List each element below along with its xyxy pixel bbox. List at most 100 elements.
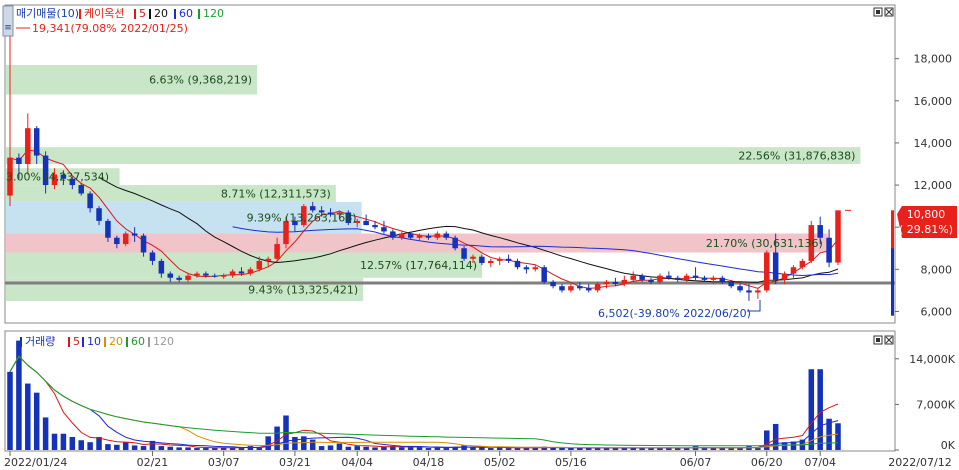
candle-body bbox=[461, 248, 467, 259]
candle-body bbox=[105, 220, 111, 238]
volume-bar bbox=[568, 448, 574, 450]
candle-body bbox=[416, 235, 423, 238]
date-tick-label: 05/16 bbox=[555, 456, 587, 469]
candle-body bbox=[612, 281, 619, 285]
candle-body bbox=[514, 260, 521, 268]
candle-body bbox=[16, 157, 22, 164]
volume-legend: 거래량 5 10 20 60 120 bbox=[20, 335, 174, 348]
volume-title: 거래량 bbox=[25, 335, 55, 348]
volume-profile bbox=[6, 64, 861, 301]
volume-bar bbox=[630, 447, 636, 450]
volume-bar bbox=[292, 436, 298, 450]
candle-body bbox=[737, 286, 743, 291]
candle-body bbox=[496, 258, 503, 261]
candle-body bbox=[523, 267, 530, 270]
candle-body bbox=[746, 290, 752, 293]
low-leader bbox=[747, 300, 761, 312]
volume-bar bbox=[416, 446, 423, 450]
chart-settings-icon[interactable] bbox=[2, 5, 14, 37]
vol-ma5-legend: 5 bbox=[73, 335, 80, 348]
volume-bar bbox=[247, 446, 254, 450]
volume-bar bbox=[407, 447, 414, 450]
moving-averages bbox=[9, 149, 839, 289]
low-label: 6,502(-39.80% 2022/06/20) bbox=[598, 307, 751, 320]
candle-body bbox=[470, 256, 476, 259]
candle-body bbox=[33, 128, 40, 156]
volume-bar bbox=[345, 446, 352, 450]
ma20-legend: 20 bbox=[154, 7, 168, 20]
volume-bar bbox=[301, 436, 307, 450]
volume-bar bbox=[728, 448, 734, 450]
volume-profile-label: 12.57% (17,764,114) bbox=[360, 259, 477, 272]
vol-ma120-swatch bbox=[148, 337, 150, 347]
candle-body bbox=[425, 235, 432, 238]
date-tick-label: 07/04 bbox=[804, 456, 836, 469]
volume-profile-band bbox=[6, 64, 258, 95]
volume-bar bbox=[363, 446, 369, 450]
candle-body bbox=[755, 290, 761, 293]
volume-bar bbox=[496, 447, 503, 450]
volume-profile-label: 8.71% (12,311,573) bbox=[221, 187, 331, 200]
volume-bar bbox=[25, 383, 31, 450]
candle-body bbox=[114, 237, 120, 245]
candles bbox=[7, 30, 894, 316]
date-tick-label: 03/07 bbox=[208, 456, 240, 469]
candle-body bbox=[167, 273, 174, 278]
candle-body bbox=[790, 267, 797, 274]
candle-body bbox=[398, 233, 405, 238]
volume-bar bbox=[398, 447, 405, 450]
candle-body bbox=[585, 288, 592, 291]
candle-body bbox=[674, 277, 681, 280]
candle-body bbox=[594, 284, 601, 291]
candle-body bbox=[710, 277, 717, 280]
date-tick-label: 2022/01/24 bbox=[4, 456, 67, 469]
candle-body bbox=[158, 260, 165, 274]
volume-bar bbox=[523, 448, 530, 450]
vol-ma20-legend: 20 bbox=[109, 335, 123, 348]
ma60-line bbox=[232, 226, 839, 277]
vol-ma60-swatch bbox=[126, 337, 128, 347]
ma5-line bbox=[9, 149, 839, 289]
volume-bar bbox=[381, 446, 387, 450]
volume-profile-label: 21.70% (30,631,136) bbox=[706, 237, 823, 250]
candle-body bbox=[568, 286, 574, 291]
volume-profile-band bbox=[6, 147, 861, 164]
high-annotation: 19,341(79.08% 2022/01/25) bbox=[16, 22, 188, 35]
volume-bar bbox=[256, 448, 263, 450]
volume-bar bbox=[648, 448, 654, 450]
candle-body bbox=[683, 275, 690, 280]
stock-name: 케이옥션 bbox=[84, 7, 124, 20]
candle-body bbox=[96, 208, 102, 221]
volume-bar bbox=[585, 448, 592, 450]
last-price-bar-up bbox=[891, 210, 894, 249]
candle-body bbox=[131, 233, 138, 236]
volume-bar bbox=[60, 433, 67, 450]
volume-bar bbox=[452, 446, 458, 450]
volume-bar bbox=[461, 445, 467, 450]
price-tick-label: 8,000 bbox=[921, 263, 953, 276]
last-price-value: 10,800 bbox=[907, 208, 946, 221]
vol-ma10-swatch bbox=[82, 337, 84, 347]
volume-bar bbox=[612, 448, 619, 450]
candle-body bbox=[354, 220, 360, 223]
volume-bar bbox=[229, 447, 236, 450]
candle-body bbox=[309, 206, 316, 211]
volume-bar bbox=[532, 447, 539, 450]
volume-bar bbox=[719, 448, 726, 450]
date-tick-label: 02/21 bbox=[137, 456, 169, 469]
date-tick-label: 04/18 bbox=[413, 456, 445, 469]
volume-bar bbox=[764, 430, 770, 450]
candle-body bbox=[345, 212, 352, 223]
candle-body bbox=[87, 193, 93, 209]
volume-bar bbox=[817, 369, 823, 450]
candle-body bbox=[434, 233, 441, 238]
volume-bar bbox=[639, 448, 645, 450]
volume-bar bbox=[176, 447, 182, 450]
candle-body bbox=[25, 128, 31, 164]
candle-body bbox=[639, 275, 645, 280]
last-price-tag: 10,800 ( 29.81%) bbox=[897, 206, 957, 238]
ma5-legend: 5 bbox=[139, 7, 146, 20]
candle-body bbox=[657, 275, 663, 282]
date-tick-label: 06/20 bbox=[751, 456, 783, 469]
ma5-swatch bbox=[134, 9, 136, 19]
